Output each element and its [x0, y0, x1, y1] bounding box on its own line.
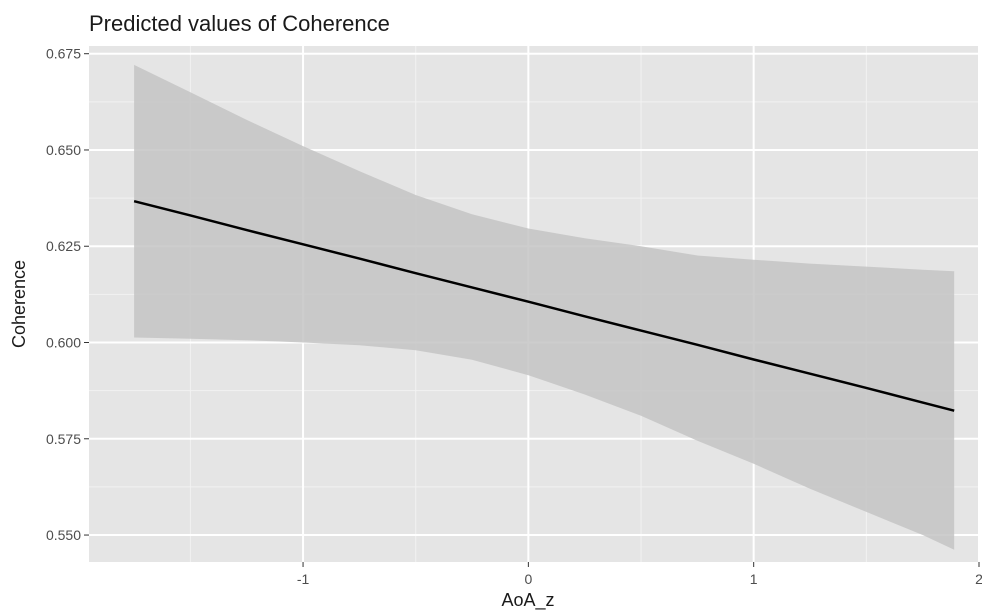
x-tick-label: 1 [750, 571, 758, 587]
x-axis: -1 0 1 2 [297, 562, 982, 587]
y-tick-label: 0.600 [46, 335, 81, 351]
y-axis-title: Coherence [9, 260, 29, 348]
y-axis: 0.550 0.575 0.600 0.625 0.650 0.675 [46, 46, 89, 543]
x-tick-label: 2 [975, 571, 982, 587]
y-tick-label: 0.675 [46, 46, 81, 62]
predicted-line [133, 199, 955, 412]
y-tick-label: 0.625 [46, 238, 81, 254]
x-tick-label: -1 [297, 571, 310, 587]
x-axis-title: AoA_z [501, 590, 554, 611]
y-tick-label: 0.550 [46, 527, 81, 543]
x-tick-label: 0 [524, 571, 532, 587]
y-tick-label: 0.650 [46, 142, 81, 158]
y-tick-label: 0.575 [46, 431, 81, 447]
confidence-ribbon [134, 64, 955, 550]
chart-title: Predicted values of Coherence [89, 11, 390, 36]
